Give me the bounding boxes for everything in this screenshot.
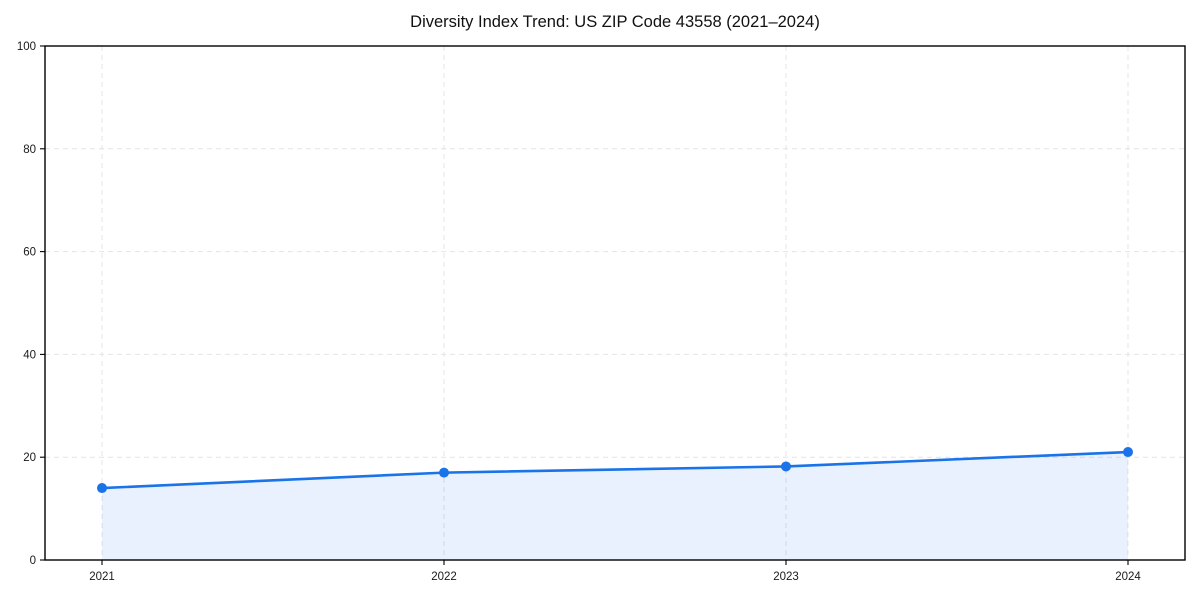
data-point: [781, 461, 791, 472]
x-tick-label: 2021: [89, 571, 115, 583]
x-tick-label: 2024: [1115, 571, 1141, 583]
plot-border: [44, 45, 1186, 561]
chart-title: Diversity Index Trend: US ZIP Code 43558…: [410, 13, 820, 31]
trend-line: [100, 450, 1130, 490]
area-fill: [102, 452, 1128, 560]
data-point: [439, 467, 449, 478]
y-tick-label: 40: [23, 349, 36, 361]
data-point: [97, 483, 107, 494]
y-tick-label: 80: [23, 144, 36, 156]
y-tick-label: 20: [23, 452, 36, 464]
x-tick-label: 2023: [773, 571, 799, 583]
x-tick-label: 2022: [431, 571, 457, 583]
plot-area: 0 20 40 60 80 100 2021 2022 2023 2024: [17, 41, 1186, 583]
y-tick-label: 0: [30, 555, 36, 567]
y-tick-label: 100: [17, 41, 36, 53]
y-tick-label: 60: [23, 247, 36, 259]
data-point: [1123, 447, 1133, 458]
